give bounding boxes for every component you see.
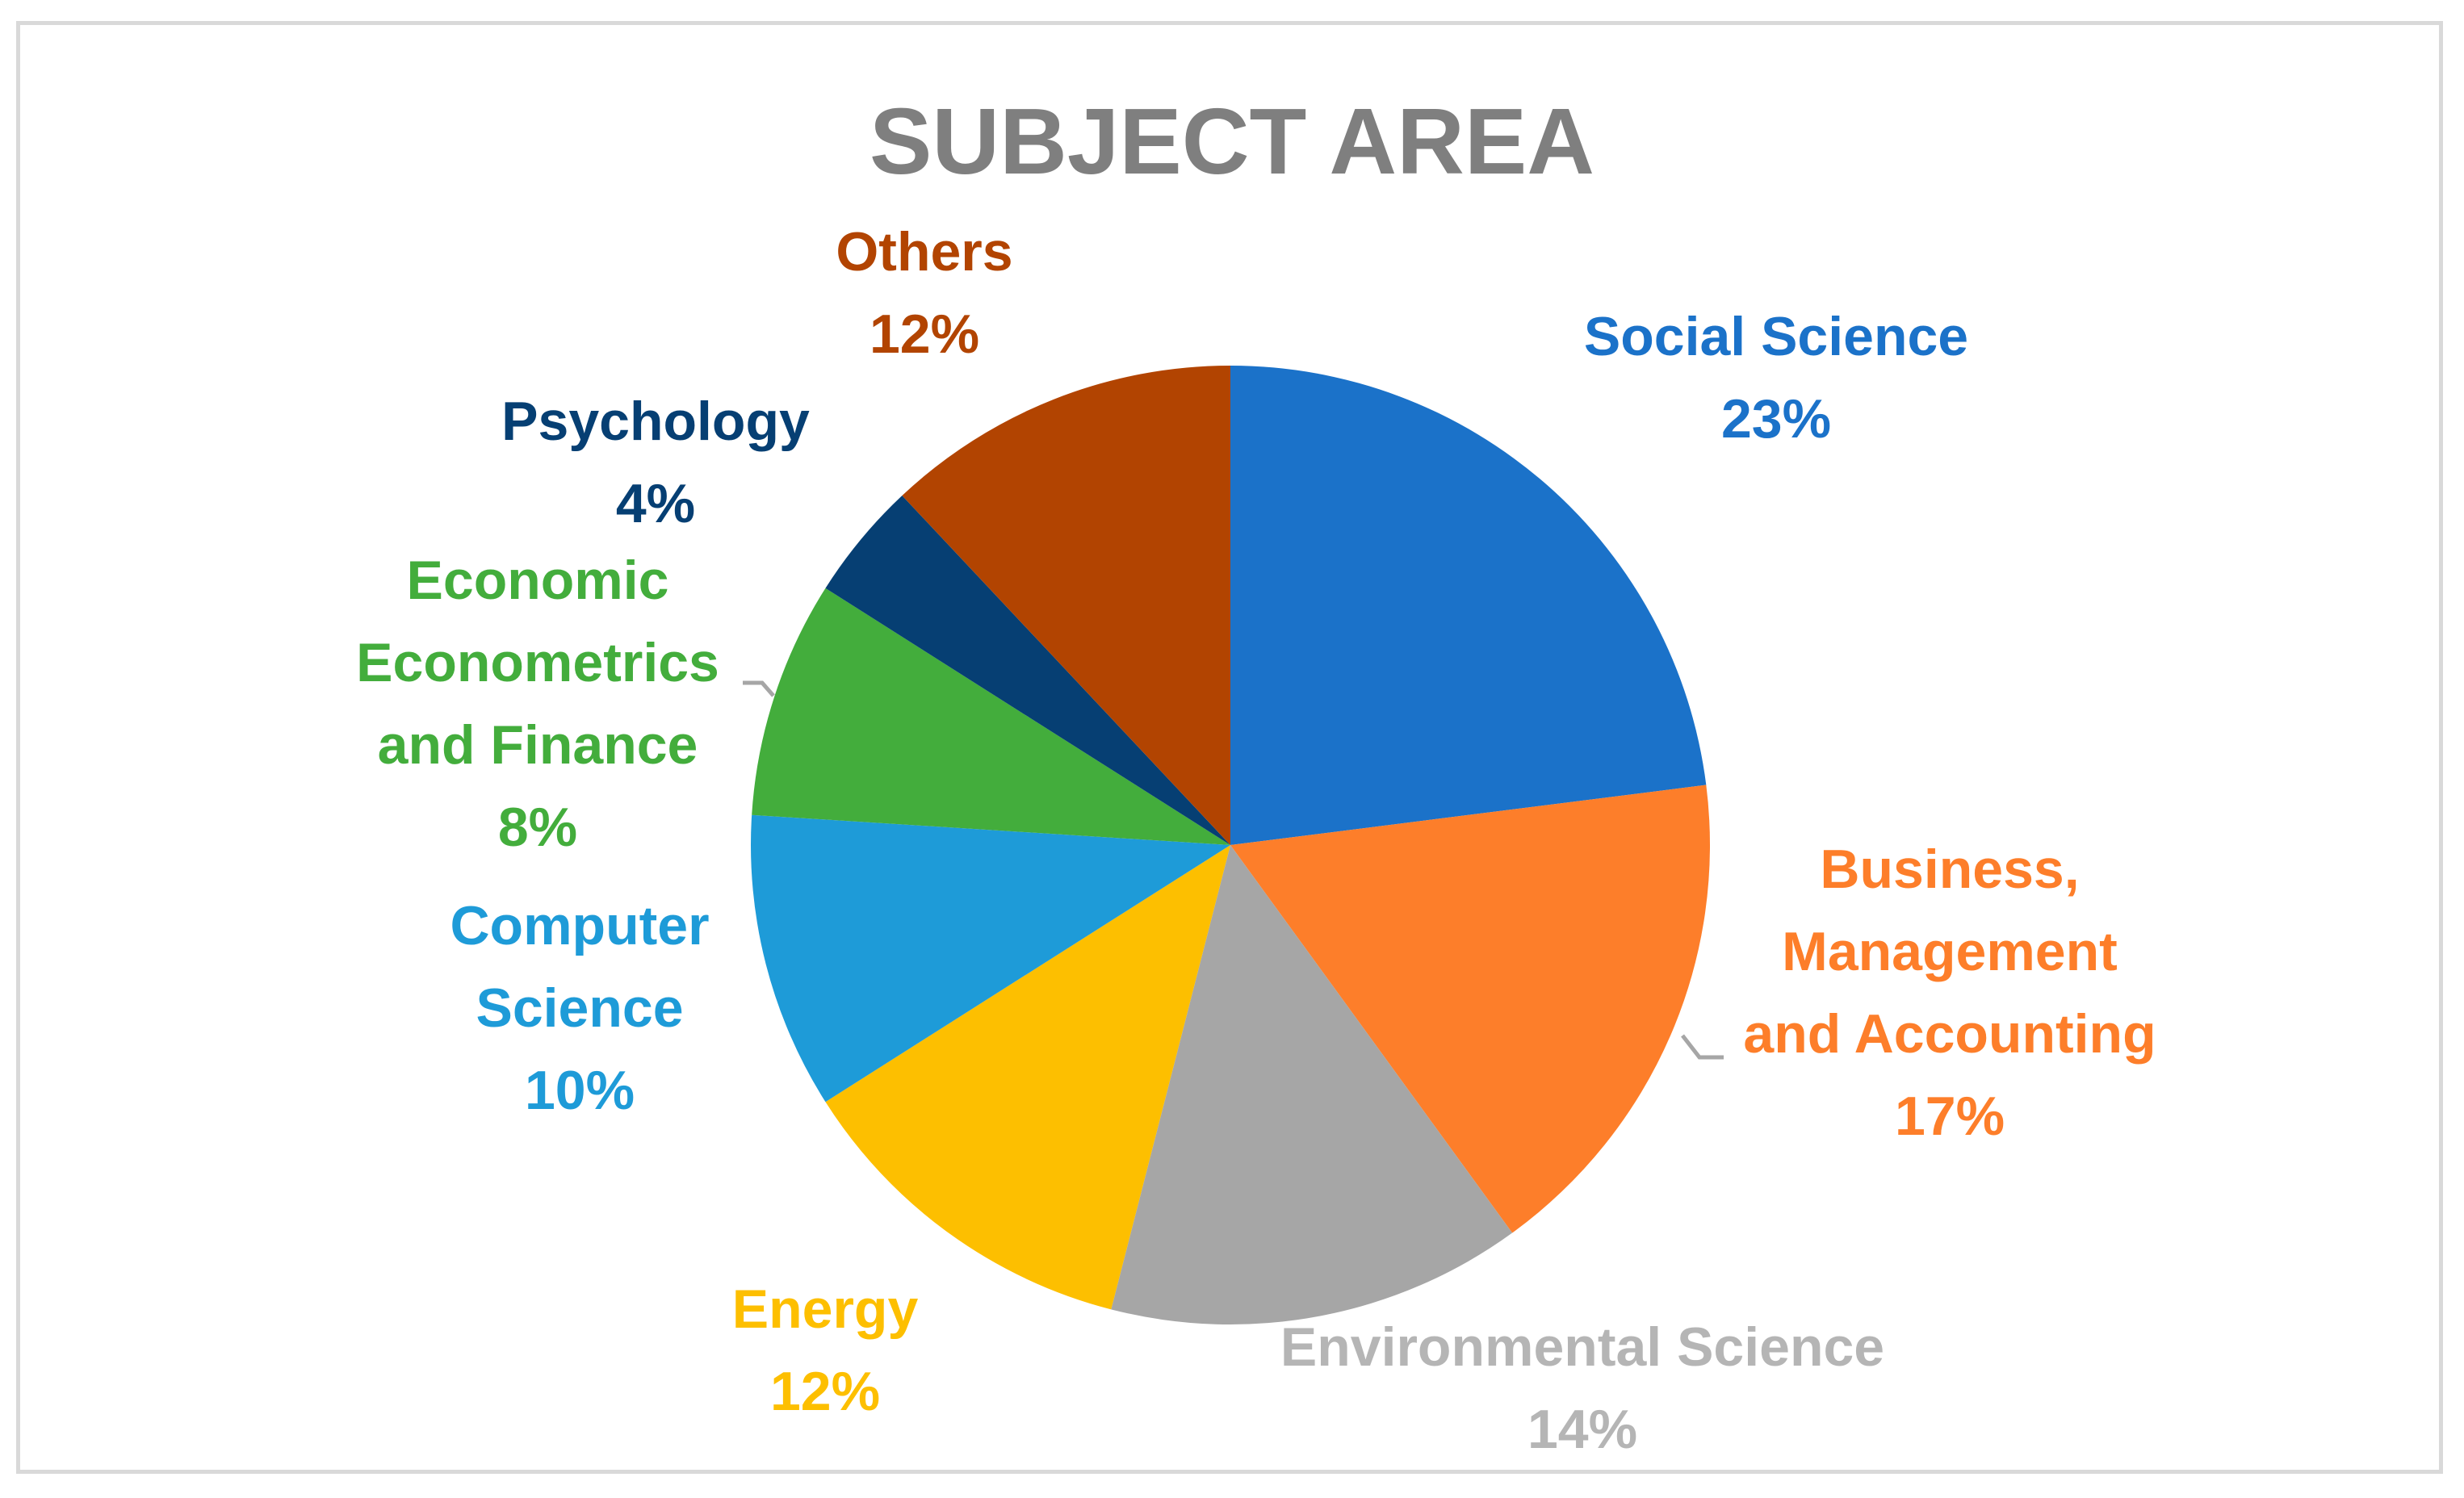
leader-line-5 — [743, 680, 775, 697]
slice-value-label: 12% — [770, 1361, 880, 1422]
pie-slice-0 — [1230, 366, 1707, 845]
slice-label-6: Psychology 4% — [501, 391, 810, 534]
pie-slice-7 — [902, 366, 1230, 845]
slice-value-label: 23% — [1721, 388, 1831, 450]
leader-lines — [743, 680, 1724, 1060]
slice-category-label: Energy — [732, 1278, 919, 1340]
chart-title: SUBJECT AREA — [870, 89, 1594, 194]
slice-category-label: Psychology — [501, 391, 810, 452]
slice-value-label: 8% — [498, 797, 577, 858]
slice-label-4: Computer Science 10% — [450, 895, 709, 1121]
slice-value-label: 14% — [1527, 1399, 1637, 1460]
slice-category-label: Computer — [450, 895, 709, 956]
slice-category-label: Econometrics — [356, 632, 719, 693]
slice-category-label: Social Science — [1584, 306, 1968, 367]
slice-value-label: 12% — [870, 303, 979, 365]
slice-value-label: 4% — [616, 473, 695, 534]
slice-label-5: Economic Econometrics and Finance 8% — [356, 550, 719, 858]
pie-slices — [750, 366, 1711, 1325]
leader-line-1 — [1681, 1034, 1724, 1060]
slice-labels: Social Science 23% Business, Management and … — [356, 221, 2156, 1460]
pie-slice-2 — [1111, 845, 1513, 1325]
pie-slice-4 — [750, 814, 1230, 1103]
slice-label-3: Energy 12% — [732, 1278, 919, 1422]
slice-category-label: and Finance — [378, 714, 698, 776]
slice-value-label: 17% — [1895, 1086, 2005, 1147]
slice-category-label: Environmental Science — [1280, 1316, 1884, 1378]
slice-value-label: 10% — [525, 1060, 635, 1121]
slice-category-label: Economic — [407, 550, 669, 611]
slice-label-1: Business, Management and Accounting 17% — [1743, 839, 2156, 1147]
slice-category-label: Business, — [1820, 839, 2079, 900]
pie-slice-1 — [1230, 785, 1711, 1233]
slice-label-7: Others 12% — [836, 221, 1012, 365]
slice-category-label: and Accounting — [1743, 1003, 2156, 1065]
slice-label-2: Environmental Science 14% — [1280, 1316, 1884, 1460]
slice-category-label: Management — [1782, 921, 2118, 982]
slice-category-label: Others — [836, 221, 1012, 282]
pie-slice-5 — [752, 588, 1230, 845]
pie-slice-6 — [825, 495, 1230, 845]
slice-category-label: Science — [476, 977, 683, 1039]
pie-slice-3 — [825, 845, 1230, 1310]
slice-label-0: Social Science 23% — [1584, 306, 1968, 450]
